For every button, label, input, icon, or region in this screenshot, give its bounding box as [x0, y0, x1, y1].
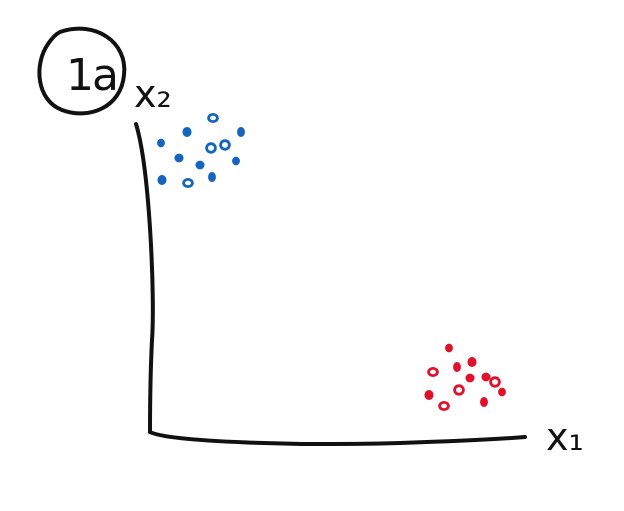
y-axis: [134, 122, 155, 434]
figure-label: 1a: [37, 26, 127, 116]
y-axis-label: x₂: [134, 72, 172, 116]
blue-dot: [232, 156, 240, 166]
figure-label-text: 1a: [66, 50, 117, 101]
red-dot: [467, 356, 477, 368]
blue-dot: [174, 153, 184, 163]
red-dot: [498, 387, 506, 397]
blue-dot: [195, 160, 205, 170]
label-circle: [37, 26, 127, 116]
blue-dot: [157, 138, 165, 148]
red-dot: [481, 372, 491, 382]
red-dot: [465, 373, 475, 383]
cluster-blue: [157, 113, 245, 188]
cluster-red: [424, 343, 506, 411]
blue-dot: [208, 171, 216, 183]
red-dot: [445, 343, 453, 353]
blue-dot: [205, 142, 217, 154]
red-dot: [480, 396, 488, 408]
blue-dot: [237, 126, 245, 138]
blue-dot: [182, 177, 194, 188]
red-dot: [489, 376, 501, 388]
blue-dot: [157, 174, 167, 186]
x-axis: [148, 430, 527, 446]
blue-dot: [182, 126, 192, 138]
x-axis-label: x₁: [546, 415, 584, 459]
red-dot: [427, 366, 439, 377]
red-dot: [453, 361, 461, 373]
blue-dot: [207, 113, 219, 124]
red-dot: [453, 384, 465, 396]
red-dot: [438, 400, 450, 411]
blue-dot: [219, 139, 231, 151]
red-dot: [424, 389, 434, 401]
